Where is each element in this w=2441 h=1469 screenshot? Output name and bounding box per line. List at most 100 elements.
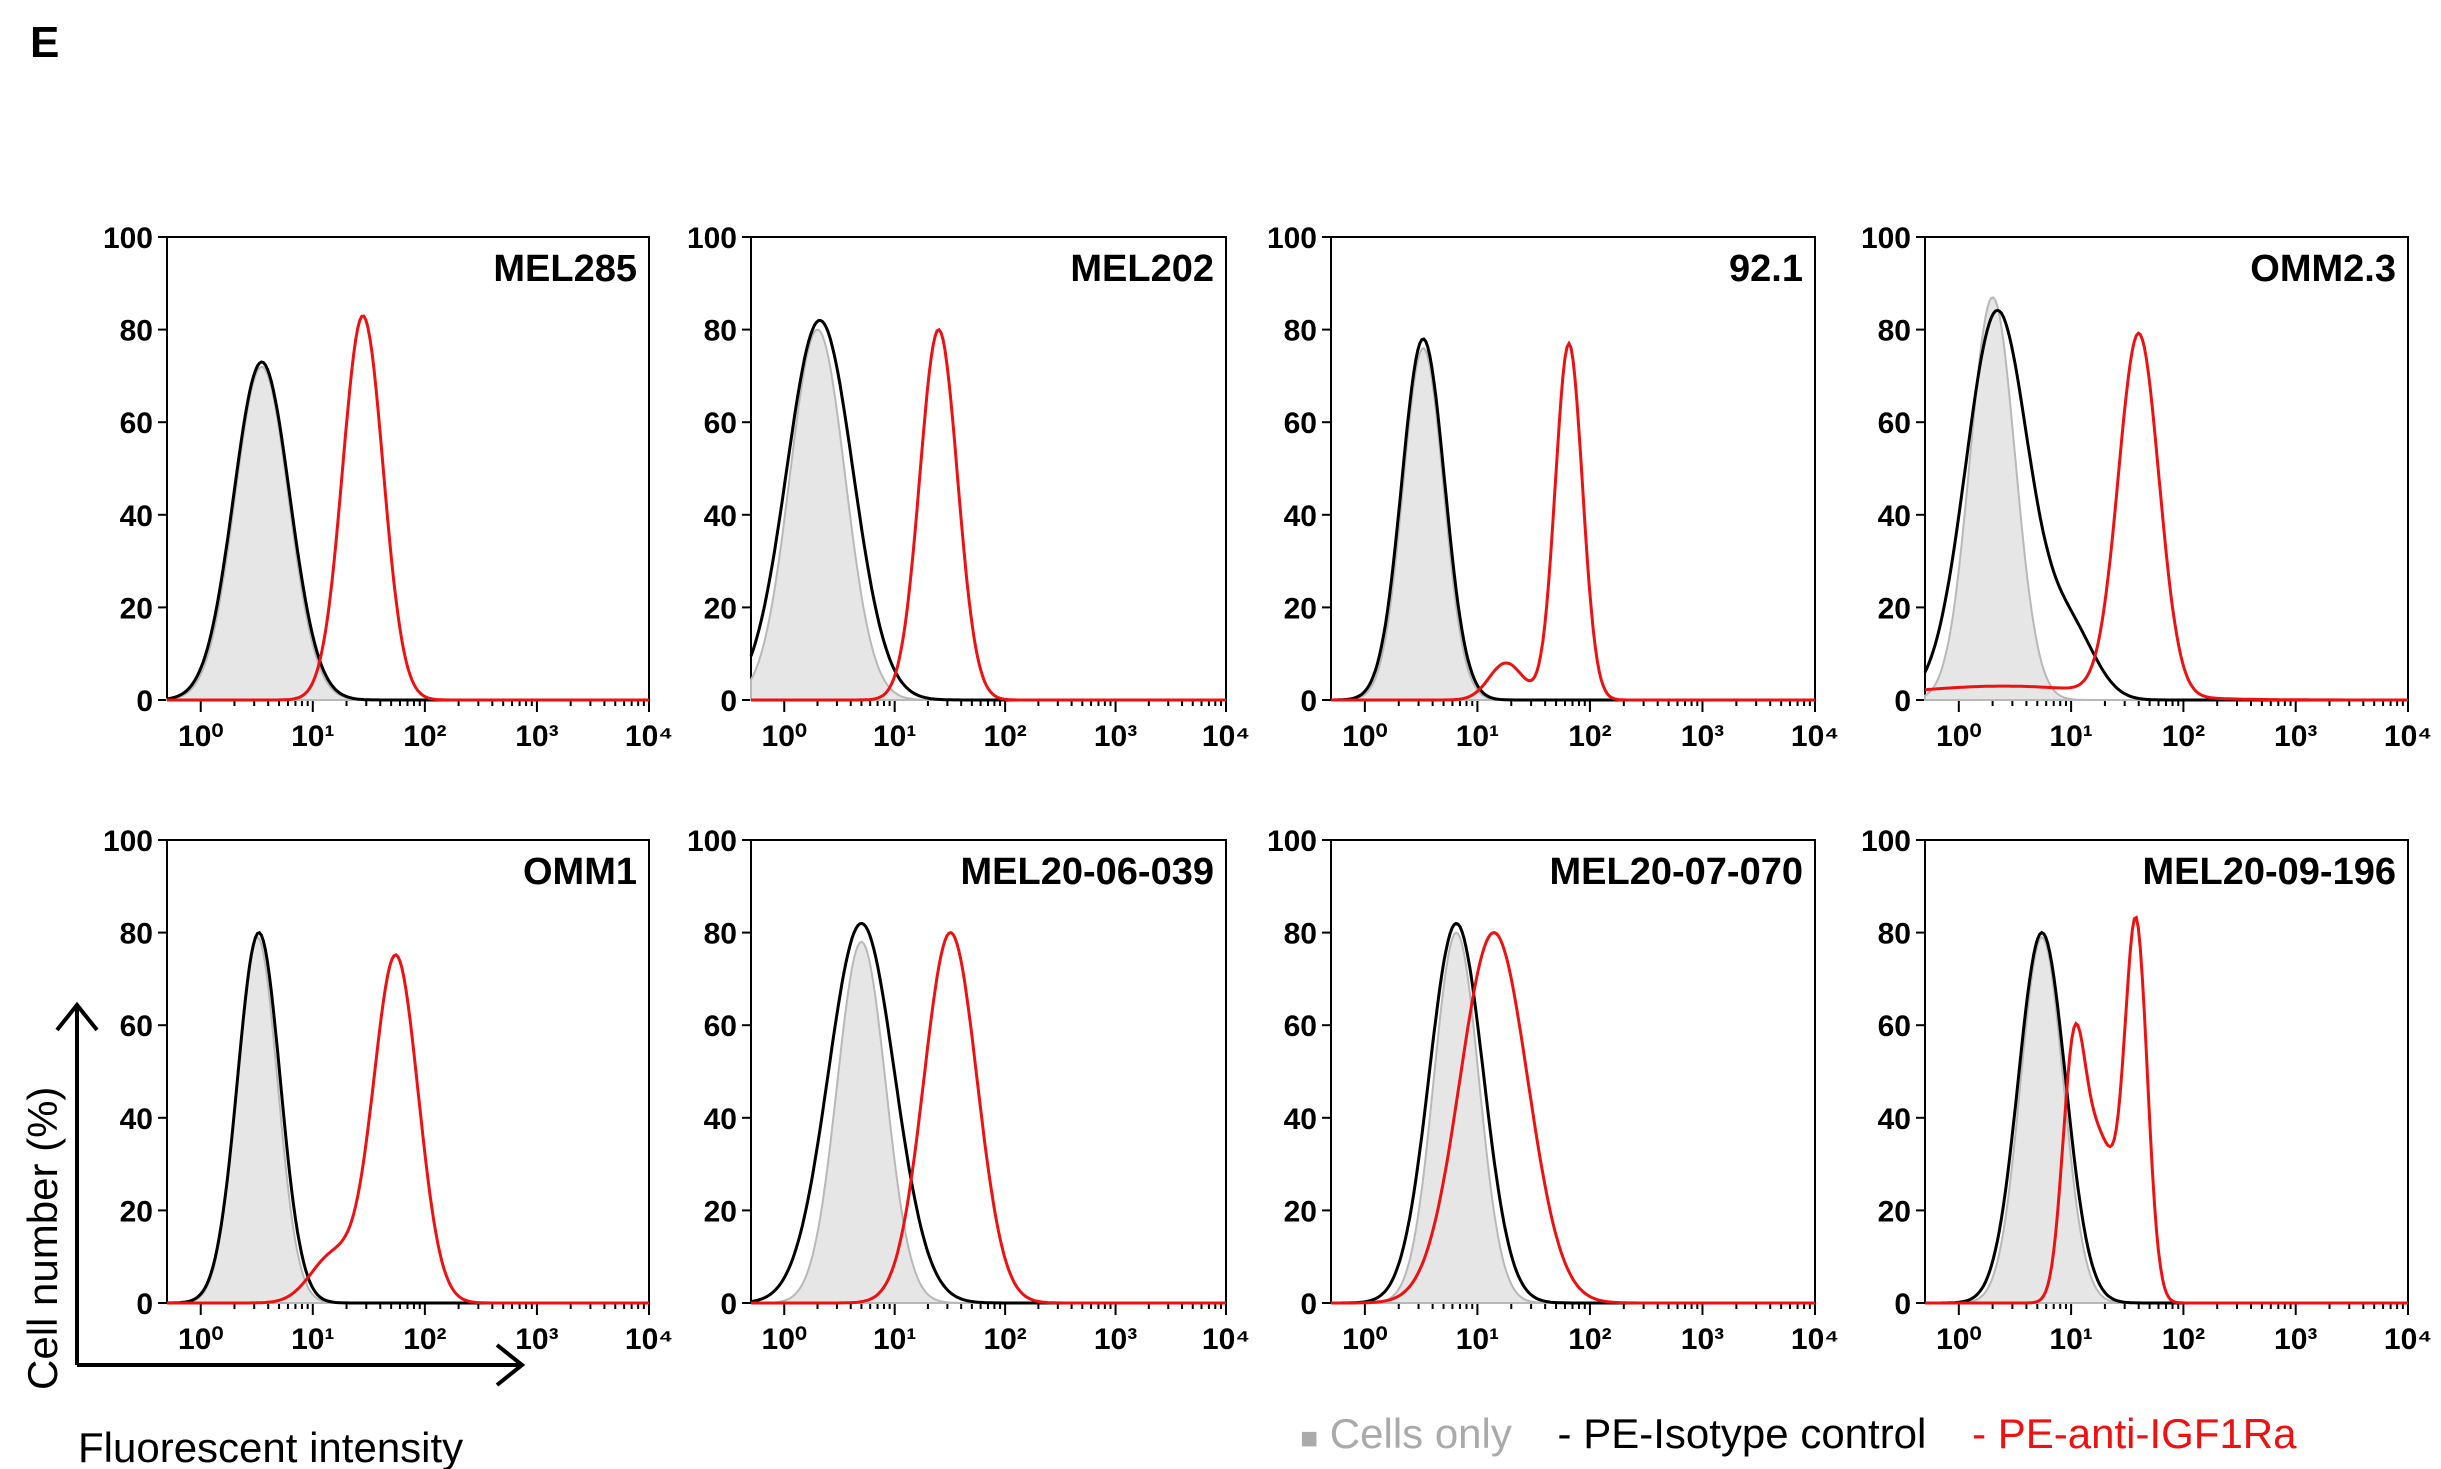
x-tick-label: 10⁴	[2384, 1323, 2432, 1356]
y-tick-label: 40	[1284, 500, 1317, 533]
y-tick-label: 20	[704, 592, 737, 625]
x-tick-label: 10¹	[873, 720, 916, 753]
y-tick-label: 80	[120, 918, 153, 951]
y-tick-label: 20	[120, 592, 153, 625]
x-tick-label: 10⁰	[762, 1323, 807, 1356]
legend-isotype-marker: -	[1557, 1410, 1572, 1457]
y-tick-label: 60	[704, 407, 737, 440]
y-tick-label: 100	[1861, 222, 1911, 255]
panel-title: MEL20-07-070	[1550, 851, 1803, 893]
x-tick-label: 10³	[515, 1323, 558, 1356]
x-tick-label: 10⁰	[178, 720, 223, 753]
histogram-panel: 0 20 40 60 80 100 10⁰ 10¹ 10² 10³ 10⁴ 92.1	[1267, 222, 1839, 753]
x-axis-arrowhead	[495, 1343, 526, 1387]
x-tick-label: 10¹	[291, 1323, 334, 1356]
legend: ■ Cells only - PE-Isotype control - PE-a…	[1300, 1410, 2297, 1458]
y-tick-label: 20	[1878, 592, 1911, 625]
y-tick-label: 60	[120, 1010, 153, 1043]
y-tick-label: 80	[1284, 918, 1317, 951]
y-tick-label: 0	[1300, 1288, 1317, 1321]
panel-title: 92.1	[1729, 248, 1803, 290]
y-tick-label: 0	[720, 1288, 737, 1321]
y-tick-label: 20	[1284, 1195, 1317, 1228]
y-tick-label: 20	[704, 1195, 737, 1228]
histogram-panel: 0 20 40 60 80 100 10⁰ 10¹ 10² 10³ 10⁴ OMM2.3	[1861, 222, 2432, 753]
y-tick-label: 40	[704, 500, 737, 533]
x-tick-label: 10⁰	[178, 1323, 223, 1356]
histogram-panel: 0 20 40 60 80 100 10⁰ 10¹ 10² 10³ 10⁴ MEL202	[687, 222, 1250, 753]
x-tick-label: 10²	[2162, 720, 2205, 753]
histogram-panel: 0 20 40 60 80 100 10⁰ 10¹ 10² 10³ 10⁴ MEL20-07-070	[1267, 825, 1839, 1356]
legend-anti-igf1ra: - PE-anti-IGF1Ra	[1972, 1410, 2296, 1457]
x-tick-label: 10³	[2274, 720, 2317, 753]
anti-igf1ra-histogram	[1924, 331, 2408, 702]
y-tick-label: 60	[1284, 1010, 1317, 1043]
y-tick-label: 80	[704, 918, 737, 951]
y-tick-label: 100	[687, 222, 737, 255]
y-tick-label: 100	[1267, 222, 1317, 255]
x-tick-label: 10³	[1094, 720, 1137, 753]
y-tick-label: 80	[120, 315, 153, 348]
x-tick-label: 10⁴	[2384, 720, 2432, 753]
x-tick-label: 10²	[983, 1323, 1026, 1356]
y-tick-label: 20	[1878, 1195, 1911, 1228]
y-tick-label: 40	[120, 500, 153, 533]
histogram-panel: 0 20 40 60 80 100 10⁰ 10¹ 10² 10³ 10⁴ MEL20-06-039	[687, 825, 1250, 1356]
y-tick-label: 0	[1894, 1288, 1911, 1321]
y-tick-label: 40	[120, 1103, 153, 1136]
panel-title: MEL202	[1070, 248, 1214, 290]
anti-igf1ra-histogram	[167, 314, 649, 702]
y-tick-label: 60	[1878, 407, 1911, 440]
anti-igf1ra-histogram	[751, 327, 1226, 702]
y-tick-label: 40	[704, 1103, 737, 1136]
x-tick-label: 10¹	[873, 1323, 916, 1356]
y-tick-label: 60	[1878, 1010, 1911, 1043]
y-tick-label: 60	[1284, 407, 1317, 440]
y-tick-label: 80	[1878, 315, 1911, 348]
y-tick-label: 20	[1284, 592, 1317, 625]
plot-frame	[1330, 839, 1816, 1304]
panel-title: MEL20-09-196	[2143, 851, 2396, 893]
histogram-panel: 0 20 40 60 80 100 10⁰ 10¹ 10² 10³ 10⁴ MEL20-09-196	[1861, 825, 2432, 1356]
x-tick-label: 10⁰	[1342, 720, 1387, 753]
y-axis-arrowhead	[55, 1001, 99, 1032]
legend-anti-igf1ra-marker: -	[1972, 1410, 1987, 1457]
shared-axes: Cell number (%) Fluorescent intensity	[19, 1001, 526, 1469]
x-tick-label: 10³	[515, 720, 558, 753]
y-tick-label: 0	[1300, 685, 1317, 718]
histogram-panel: 0 20 40 60 80 100 10⁰ 10¹ 10² 10³ 10⁴ OMM1	[103, 825, 673, 1356]
x-tick-label: 10³	[2274, 1323, 2317, 1356]
legend-isotype: - PE-Isotype control	[1558, 1410, 1939, 1457]
y-tick-label: 80	[1878, 918, 1911, 951]
x-tick-label: 10³	[1681, 1323, 1724, 1356]
legend-cells-only-label: Cells only	[1329, 1410, 1512, 1457]
x-tick-label: 10¹	[2049, 1323, 2092, 1356]
anti-igf1ra-histogram	[1331, 931, 1815, 1305]
histogram-panel: 0 20 40 60 80 100 10⁰ 10¹ 10² 10³ 10⁴ MEL285	[103, 222, 673, 753]
legend-anti-igf1ra-label: PE-anti-IGF1Ra	[1997, 1410, 2297, 1457]
y-tick-label: 100	[103, 222, 153, 255]
x-tick-label: 10⁰	[1936, 1323, 1981, 1356]
y-tick-label: 20	[120, 1195, 153, 1228]
legend-isotype-label: PE-Isotype control	[1583, 1410, 1927, 1457]
x-tick-label: 10⁴	[1791, 1323, 1839, 1356]
y-tick-label: 0	[720, 685, 737, 718]
x-tick-label: 10⁴	[625, 720, 673, 753]
x-tick-label: 10⁴	[1202, 720, 1250, 753]
y-tick-label: 100	[687, 825, 737, 858]
x-tick-label: 10²	[983, 720, 1026, 753]
y-tick-label: 100	[1861, 825, 1911, 858]
legend-cells-only-marker: ■	[1300, 1422, 1319, 1455]
panel-title: MEL285	[493, 248, 637, 290]
x-tick-label: 10¹	[1456, 720, 1499, 753]
histogram-panels: 0 20 40 60 80 100 10⁰ 10¹ 10² 10³ 10⁴ MEL285 0 20 40 60…	[103, 222, 2432, 1356]
panel-title: OMM1	[523, 851, 637, 893]
x-tick-label: 10⁴	[625, 1323, 673, 1356]
y-tick-label: 40	[1878, 1103, 1911, 1136]
y-tick-label: 100	[103, 825, 153, 858]
legend-cells-only: ■ Cells only	[1300, 1410, 1524, 1457]
y-tick-label: 40	[1878, 500, 1911, 533]
x-axis-title: Fluorescent intensity	[78, 1424, 463, 1469]
y-tick-label: 60	[120, 407, 153, 440]
